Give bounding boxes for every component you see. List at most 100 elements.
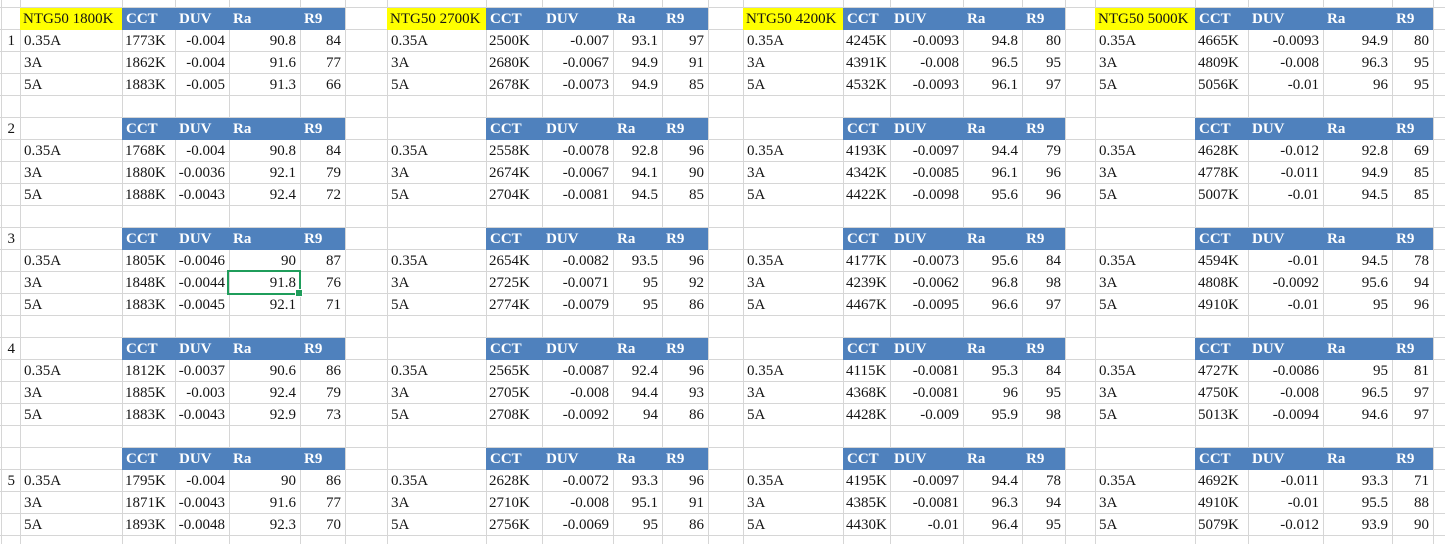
row-number[interactable]: 2 — [7, 121, 16, 137]
column-header[interactable]: R9 — [1392, 8, 1433, 30]
ra-value[interactable]: 95 — [1373, 297, 1388, 313]
ra-value[interactable]: 92.1 — [269, 165, 296, 181]
duv-value[interactable]: -0.0097 — [912, 143, 959, 159]
r9-value[interactable]: 69 — [1414, 143, 1429, 159]
current-label[interactable]: 5A — [1099, 187, 1118, 203]
ra-value[interactable]: 94.6 — [1361, 407, 1388, 423]
cct-value[interactable]: 4239K — [846, 275, 887, 291]
duv-value[interactable]: -0.009 — [920, 407, 959, 423]
ra-value[interactable]: 94.5 — [1361, 253, 1388, 269]
ra-value[interactable]: 95 — [643, 275, 658, 291]
cct-value[interactable]: 1871K — [125, 495, 166, 511]
ra-value[interactable]: 96.6 — [991, 297, 1018, 313]
cct-value[interactable]: 4193K — [846, 143, 887, 159]
r9-value[interactable]: 85 — [1414, 187, 1429, 203]
ra-value[interactable]: 95.5 — [1361, 495, 1388, 511]
r9-value[interactable]: 73 — [326, 407, 341, 423]
duv-value[interactable]: -0.0094 — [1272, 407, 1319, 423]
cct-value[interactable]: 1883K — [125, 297, 166, 313]
ra-value[interactable]: 94.4 — [991, 473, 1018, 489]
cct-value[interactable]: 4428K — [846, 407, 887, 423]
column-header[interactable]: Ra — [1323, 8, 1392, 30]
ra-value[interactable]: 96.5 — [1361, 385, 1388, 401]
current-label[interactable]: 5A — [1099, 77, 1118, 93]
current-label[interactable]: 3A — [24, 55, 43, 71]
duv-value[interactable]: -0.01 — [1287, 187, 1319, 203]
ra-value[interactable]: 94.8 — [991, 33, 1018, 49]
cct-value[interactable]: 4422K — [846, 187, 887, 203]
r9-value[interactable]: 87 — [326, 253, 341, 269]
cct-value[interactable]: 4750K — [1198, 385, 1239, 401]
ra-value[interactable]: 93.3 — [631, 473, 658, 489]
current-label[interactable]: 0.35A — [391, 253, 429, 269]
cct-value[interactable]: 4727K — [1198, 363, 1239, 379]
duv-value[interactable]: -0.0081 — [912, 363, 959, 379]
column-header[interactable]: DUV — [890, 118, 963, 140]
column-header[interactable]: Ra — [229, 8, 300, 30]
r9-value[interactable]: 77 — [326, 495, 341, 511]
ra-value[interactable]: 95 — [643, 297, 658, 313]
column-header[interactable]: DUV — [542, 118, 613, 140]
column-header[interactable]: R9 — [1022, 8, 1065, 30]
column-header[interactable]: DUV — [1248, 228, 1323, 250]
r9-value[interactable]: 94 — [1046, 495, 1061, 511]
r9-value[interactable]: 96 — [1046, 165, 1061, 181]
cct-value[interactable]: 1812K — [125, 363, 166, 379]
duv-value[interactable]: -0.0079 — [562, 297, 609, 313]
ra-value[interactable]: 91.6 — [269, 495, 296, 511]
duv-value[interactable]: -0.0081 — [912, 495, 959, 511]
duv-value[interactable]: -0.0092 — [562, 407, 609, 423]
current-label[interactable]: 0.35A — [1099, 253, 1137, 269]
cct-value[interactable]: 1883K — [125, 77, 166, 93]
r9-value[interactable]: 95 — [1046, 55, 1061, 71]
column-header[interactable]: CCT — [122, 118, 175, 140]
cct-value[interactable]: 2725K — [489, 275, 530, 291]
duv-value[interactable]: -0.0095 — [912, 297, 959, 313]
duv-value[interactable]: -0.003 — [186, 385, 225, 401]
cct-value[interactable]: 2678K — [489, 77, 530, 93]
column-header[interactable]: R9 — [662, 228, 708, 250]
column-header[interactable]: R9 — [1392, 228, 1433, 250]
r9-value[interactable]: 86 — [689, 407, 704, 423]
current-label[interactable]: 0.35A — [747, 33, 785, 49]
duv-value[interactable]: -0.0082 — [562, 253, 609, 269]
ra-value[interactable]: 95 — [643, 517, 658, 533]
ra-value[interactable]: 91.6 — [269, 55, 296, 71]
column-header[interactable]: CCT — [486, 8, 542, 30]
r9-value[interactable]: 91 — [689, 55, 704, 71]
cct-value[interactable]: 5007K — [1198, 187, 1239, 203]
ra-value[interactable]: 92.4 — [269, 385, 296, 401]
r9-value[interactable]: 95 — [1414, 77, 1429, 93]
ra-value[interactable]: 93.3 — [1361, 473, 1388, 489]
ra-value[interactable]: 94.9 — [1361, 165, 1388, 181]
ra-value[interactable]: 90.8 — [269, 143, 296, 159]
r9-value[interactable]: 88 — [1414, 495, 1429, 511]
current-label[interactable]: 5A — [24, 187, 43, 203]
current-label[interactable]: 3A — [747, 495, 766, 511]
duv-value[interactable]: -0.0067 — [562, 55, 609, 71]
current-label[interactable]: 0.35A — [24, 33, 62, 49]
r9-value[interactable]: 84 — [326, 33, 341, 49]
cct-value[interactable]: 2756K — [489, 517, 530, 533]
cct-value[interactable]: 4177K — [846, 253, 887, 269]
column-header[interactable]: R9 — [1022, 118, 1065, 140]
duv-value[interactable]: -0.0048 — [178, 517, 225, 533]
column-header[interactable]: CCT — [843, 338, 890, 360]
column-header[interactable]: Ra — [613, 118, 662, 140]
duv-value[interactable]: -0.0098 — [912, 187, 959, 203]
current-label[interactable]: 0.35A — [1099, 143, 1137, 159]
current-label[interactable]: 0.35A — [391, 473, 429, 489]
column-header[interactable]: DUV — [542, 8, 613, 30]
column-header[interactable]: DUV — [890, 338, 963, 360]
group-title[interactable]: NTG50 4200K — [743, 8, 843, 30]
column-header[interactable]: Ra — [1323, 228, 1392, 250]
column-header[interactable]: DUV — [890, 8, 963, 30]
r9-value[interactable]: 98 — [1046, 407, 1061, 423]
ra-value[interactable]: 90.8 — [269, 33, 296, 49]
current-label[interactable]: 5A — [1099, 517, 1118, 533]
r9-value[interactable]: 97 — [689, 33, 704, 49]
column-header[interactable]: Ra — [963, 8, 1022, 30]
column-header[interactable]: Ra — [613, 338, 662, 360]
column-header[interactable]: Ra — [963, 228, 1022, 250]
cct-value[interactable]: 4808K — [1198, 275, 1239, 291]
